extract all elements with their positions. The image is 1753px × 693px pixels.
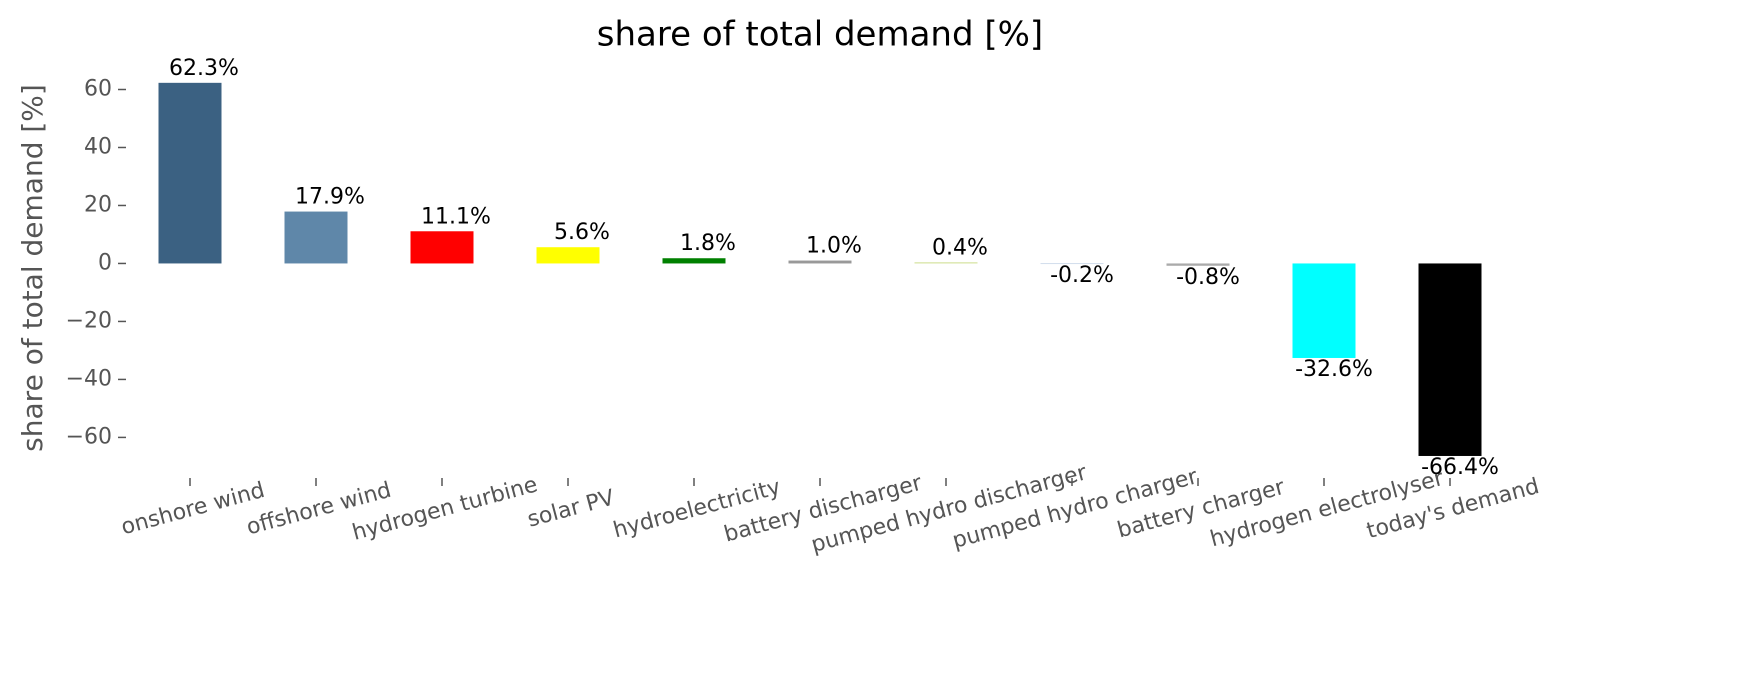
value-label: -0.2% [1050, 263, 1114, 288]
chart-title: share of total demand [%] [597, 15, 1043, 55]
value-label: 11.1% [421, 204, 491, 229]
bar [1166, 263, 1230, 266]
bar [1418, 263, 1482, 456]
y-tick-label: −20 [66, 308, 112, 333]
x-tick-label: onshore wind [119, 478, 268, 540]
y-tick-label: −40 [66, 366, 112, 391]
value-label: 1.0% [806, 234, 862, 259]
bar [410, 231, 474, 264]
bar [1292, 263, 1356, 358]
y-tick-label: 40 [84, 134, 112, 159]
bar [914, 262, 978, 264]
y-tick-label: 20 [84, 192, 112, 217]
y-tick-label: −60 [66, 424, 112, 449]
bar [284, 211, 348, 264]
y-tick-label: 0 [98, 250, 112, 275]
value-label: -66.4% [1421, 455, 1499, 480]
bar [788, 260, 852, 264]
value-label: 0.4% [932, 235, 988, 260]
value-label: 62.3% [169, 56, 239, 81]
value-label: -32.6% [1295, 357, 1373, 382]
value-label: 5.6% [554, 220, 610, 245]
y-axis-label: share of total demand [%] [16, 84, 49, 452]
y-tick-label: 60 [84, 76, 112, 101]
bar [158, 82, 222, 264]
bar [1040, 263, 1104, 265]
x-tick-group: onshore wind [119, 478, 268, 540]
bar [536, 247, 600, 264]
bar [662, 258, 726, 264]
value-label: 1.8% [680, 231, 736, 256]
value-label: -0.8% [1176, 265, 1240, 290]
value-label: 17.9% [295, 185, 365, 210]
